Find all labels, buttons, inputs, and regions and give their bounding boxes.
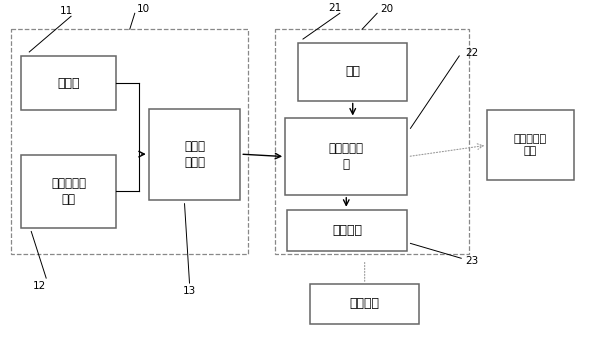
Text: 12: 12 — [33, 281, 46, 291]
Bar — [149, 108, 240, 200]
Text: 相机: 相机 — [345, 65, 360, 78]
Bar — [21, 56, 116, 111]
Bar — [298, 43, 407, 101]
Bar — [310, 284, 419, 324]
Text: 13: 13 — [183, 286, 196, 296]
Bar — [487, 111, 573, 180]
Text: 里程计: 里程计 — [58, 77, 80, 90]
Bar — [11, 29, 248, 254]
Text: 路口检测模
块: 路口检测模 块 — [329, 142, 364, 171]
Text: 惯性导航传
感器: 惯性导航传 感器 — [51, 177, 86, 206]
Text: 21: 21 — [328, 3, 342, 13]
Text: 23: 23 — [465, 256, 479, 266]
Text: 11: 11 — [59, 6, 73, 16]
Text: 修正模块: 修正模块 — [332, 224, 362, 237]
Text: 电子地图: 电子地图 — [350, 297, 380, 311]
Bar — [21, 155, 116, 227]
Text: 航迹推
算模块: 航迹推 算模块 — [184, 140, 205, 168]
Text: 22: 22 — [465, 48, 479, 58]
Text: 移动机器人
位置: 移动机器人 位置 — [514, 134, 547, 156]
Bar — [285, 118, 407, 195]
Text: 10: 10 — [137, 4, 150, 14]
Bar — [275, 29, 469, 254]
Text: 20: 20 — [381, 4, 394, 14]
Bar — [287, 210, 407, 251]
